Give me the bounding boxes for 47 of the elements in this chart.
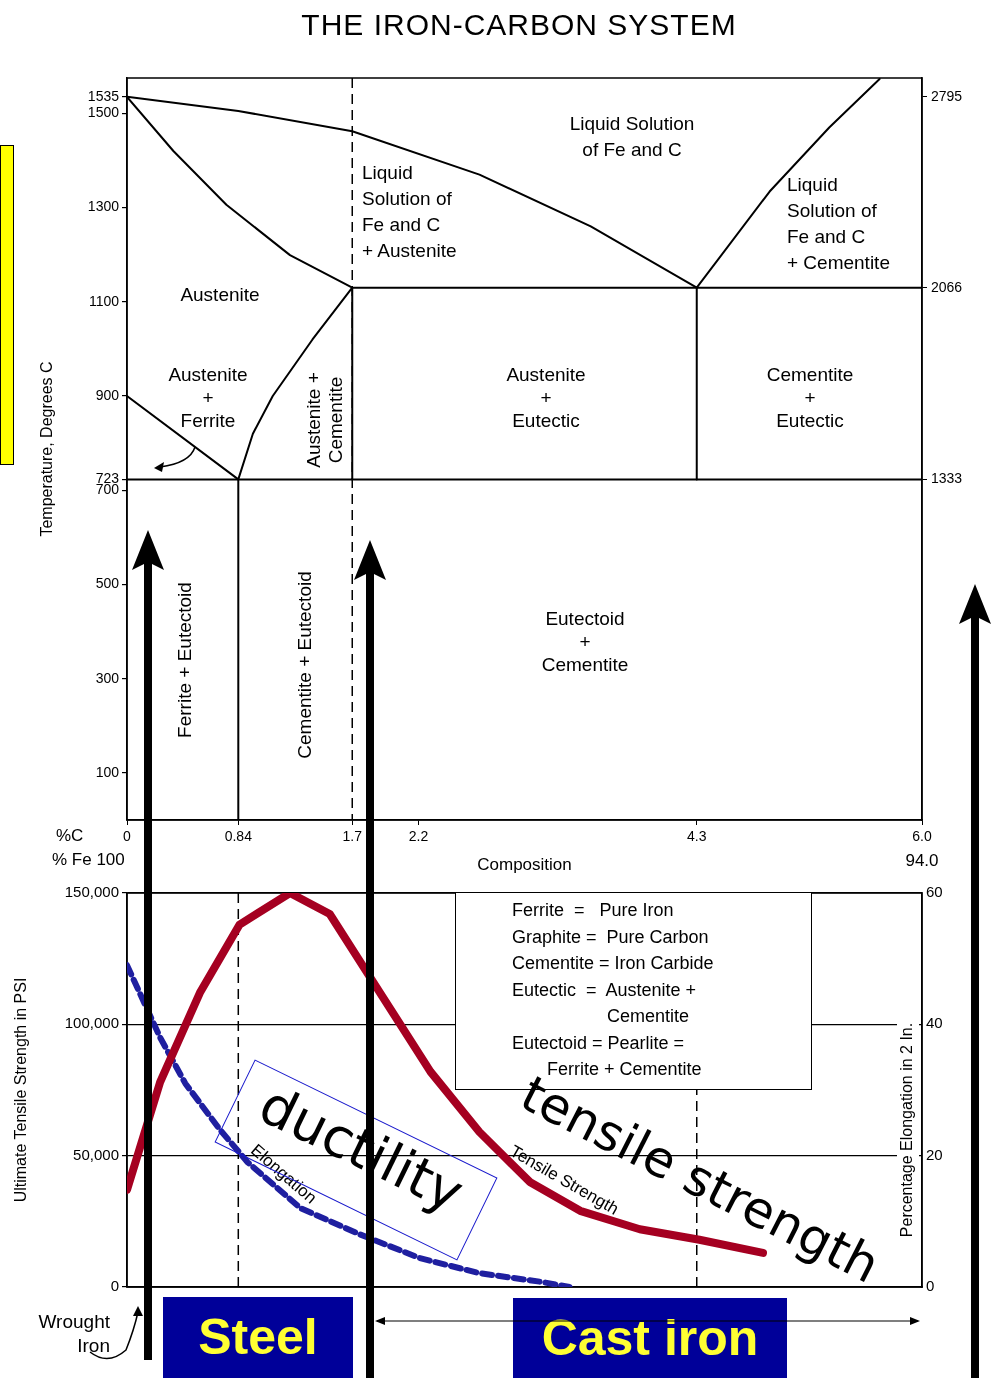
annotation: Liquid Solution of Fe and C + Cementite	[787, 173, 890, 275]
y-tick-label: 1300	[87, 198, 120, 215]
y2-tick-label: 60	[926, 883, 943, 901]
x-tick-label: 1.7	[342, 828, 363, 845]
y-tick-label: 500	[95, 575, 120, 592]
chart-title: THE IRON-CARBON SYSTEM	[300, 8, 738, 42]
y2-tick-label: 20	[926, 1145, 943, 1163]
annotation: Liquid Solution of Fe and C	[569, 112, 695, 162]
y2-tick-label: 0	[926, 1277, 935, 1295]
annotation: Austenite	[180, 284, 260, 306]
y-tick-label: 150,000	[64, 883, 119, 901]
y-tick-label: 100,000	[64, 1014, 119, 1032]
annotation: Eutectoid + Cementite	[541, 606, 629, 676]
annotation: Austenite + Ferrite	[168, 362, 248, 432]
text: %C	[56, 826, 84, 846]
y-tick-label: 1100	[88, 292, 120, 309]
y-tick-label: 900	[95, 386, 120, 403]
y-axis-title: Temperature, Degrees C	[38, 361, 56, 537]
x-axis-title: Composition	[477, 855, 572, 875]
y-tick-label: 300	[95, 669, 120, 686]
annotation: Cementite + Eutectoid	[294, 571, 316, 759]
y2-axis-title: Percentage Elongation in 2 In.	[898, 1022, 916, 1238]
y-tick-label: 1535	[87, 87, 120, 104]
y-tick-label: 50,000	[73, 1145, 119, 1163]
y-axis-title: Ultimate Tensile Strength in PSI	[12, 977, 30, 1203]
x-tick-label: 6.0	[912, 828, 932, 845]
y-tick-label: 1500	[87, 104, 120, 121]
text: 94.0	[905, 851, 939, 871]
y2-tick-label: 1333	[931, 470, 963, 487]
annotation: Liquid Solution of Fe and C + Austenite	[362, 161, 457, 263]
y-tick-label: 100	[95, 763, 120, 780]
text: % Fe 100	[52, 850, 125, 870]
x-tick-label: 0.84	[224, 828, 253, 845]
x-tick-label: 0	[123, 828, 132, 845]
text: Wrought Iron	[37, 1310, 110, 1358]
y2-tick-label: 2066	[931, 278, 963, 295]
y2-tick-label: 40	[926, 1014, 943, 1032]
y-tick-label: 0	[110, 1277, 119, 1295]
y2-tick-label: 2795	[931, 87, 963, 104]
annotation: Ferrite + Eutectoid	[174, 582, 196, 738]
annotation: Cementite + Eutectic	[766, 362, 854, 432]
x-tick-label: 2.2	[408, 828, 429, 845]
text: Steel	[163, 1297, 353, 1378]
annotation: Austenite + Cementite	[303, 372, 347, 468]
x-tick-label: 4.3	[687, 828, 707, 845]
annotation: Austenite + Eutectic	[506, 362, 586, 432]
text: Cast iron	[513, 1298, 787, 1378]
